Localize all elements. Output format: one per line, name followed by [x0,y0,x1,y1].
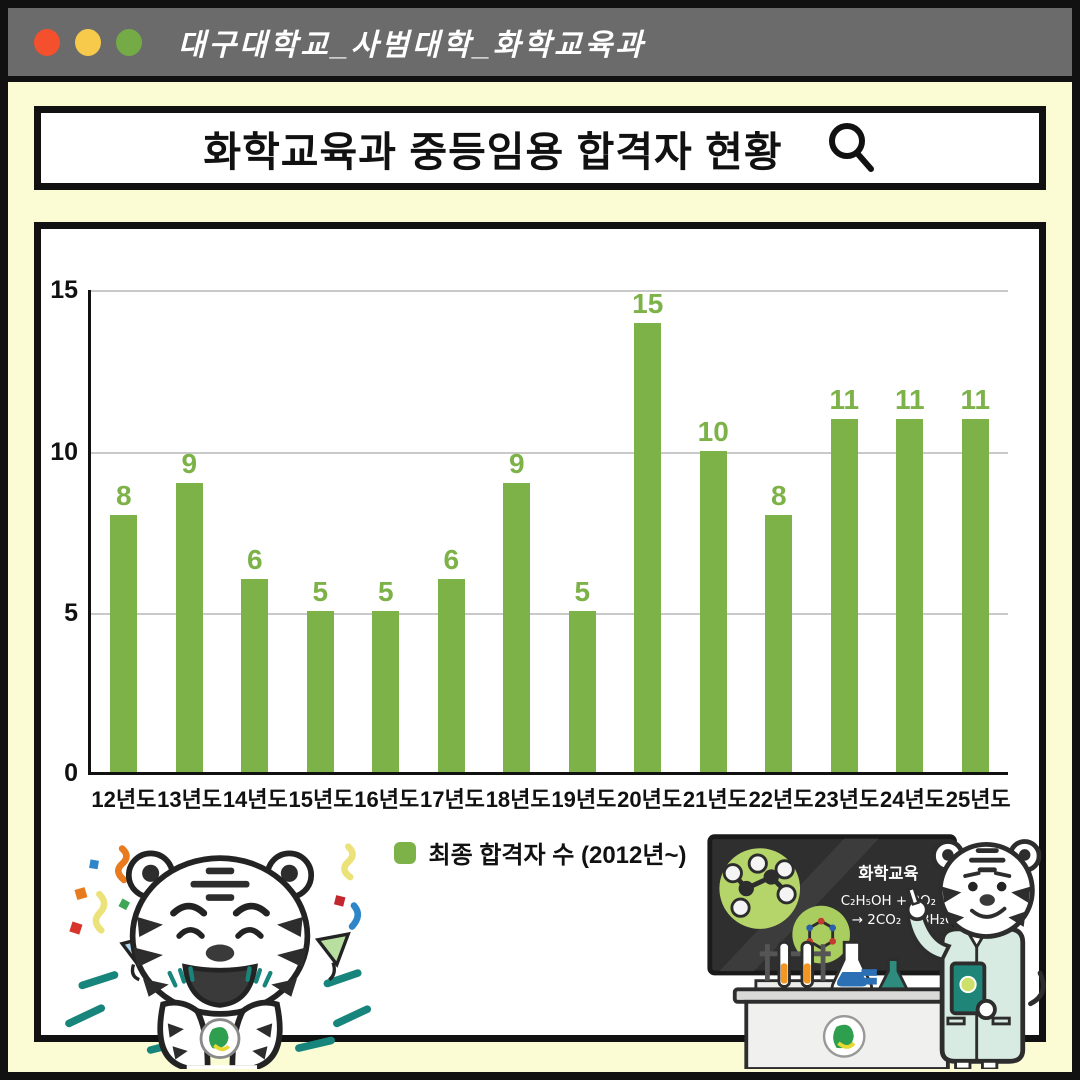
chalkboard-equation-2: → 2CO₂ + 3H₂O [852,913,956,928]
titlebar-text: 대구대학교_사범대학_화학교육과 [178,29,646,62]
bar [110,514,138,772]
bar [830,418,858,772]
page-title: 화학교육과 중등임용 합격자 현황 [203,129,783,175]
minimize-button[interactable] [75,28,101,56]
x-axis: 12년도 13년도 14년도 15년도 16년도 17년도 18년도 19년도 20년도 21년도… [91,782,1011,814]
lab-desk [732,987,963,1069]
bar [961,418,989,772]
bar-value-label: 11 [960,383,991,415]
gridline [91,613,1008,616]
bar-value-label: 11 [829,383,860,415]
y-axis-tick-label: 15 [50,276,78,304]
bar-value-label: 9 [508,447,525,479]
bar-slot: 9 [157,290,223,772]
x-axis-label: 16년도 [354,787,420,812]
page-body: 화학교육과 중등임용 합격자 현황 0 5 10 15 8 9 6 5 5 6 9 5 15 10 8 11… [8,82,1072,1069]
bar-slot: 11 [877,290,943,772]
bar-slot: 8 [746,290,812,772]
search-icon[interactable] [825,120,877,176]
bar-value-label: 6 [443,544,460,576]
bar-slot: 5 [288,290,354,772]
bar-value-label: 6 [246,544,263,576]
tiger-teacher-illustration: 화학교육 C₂H₅OH + 3O₂ → 2CO₂ + 3H₂O [707,834,1046,1069]
bar-value-label: 5 [574,576,591,608]
close-button[interactable] [34,28,60,56]
x-axis-label: 23년도 [814,787,880,812]
x-axis-label: 19년도 [551,787,617,812]
bar-value-label: 11 [894,383,925,415]
bars: 8 9 6 5 5 6 9 5 15 10 8 11 11 11 [91,290,1008,772]
bar-value-label: 9 [181,447,198,479]
y-axis-tick-label: 10 [50,437,78,466]
x-axis-label: 15년도 [288,787,354,812]
bar-slot: 9 [484,290,550,772]
bar-slot: 10 [681,290,747,772]
bar-slot: 5 [550,290,616,772]
legend-label: 최종 합격자 수 (2012년~) [428,842,687,869]
x-axis-label: 17년도 [419,787,485,812]
y-axis-tick-label: 5 [64,599,78,628]
bar [568,611,596,772]
confetti [69,843,362,982]
gridline [91,451,1008,454]
x-axis-label: 13년도 [157,787,223,812]
x-axis-label: 12년도 [91,787,157,812]
bar [372,611,400,772]
bar-value-label: 15 [632,288,664,319]
celebrating-tiger-illustration [65,843,372,1069]
x-axis-label: 22년도 [748,787,814,812]
bar-slot: 8 [91,290,157,772]
bar-slot: 5 [353,290,419,772]
chart-card: 0 5 10 15 8 9 6 5 5 6 9 5 15 10 8 11 11 11 12년도 13년도 14년도 1… [34,222,1046,1069]
bar [437,579,465,772]
bar [634,323,662,772]
bar-slot: 6 [222,290,288,772]
bar [503,482,531,772]
chart-legend: 최종 합격자 수 (2012년~) [41,835,1039,870]
window-titlebar: 대구대학교_사범대학_화학교육과 [8,8,1072,82]
window-controls [34,28,142,56]
x-axis-label: 25년도 [945,787,1011,812]
x-axis-label: 20년도 [617,787,683,812]
bar-slot: 11 [943,290,1009,772]
x-axis-label: 14년도 [222,787,288,812]
bar-value-label: 8 [115,479,132,511]
bar-value-label: 8 [770,479,787,511]
bar-slot: 15 [615,290,681,772]
bar-slot: 6 [419,290,485,772]
bar [896,418,924,772]
bar-value-label: 5 [377,576,394,608]
x-axis-label: 18년도 [485,787,551,812]
bar-value-label: 5 [312,576,329,608]
bar [175,482,203,772]
bar [306,611,334,772]
x-axis-label: 24년도 [880,787,945,812]
search-bar: 화학교육과 중등임용 합격자 현황 [34,106,1046,190]
bar-slot: 11 [812,290,878,772]
tiger-teacher [905,839,1046,1069]
bar-chart-plot-area: 0 5 10 15 8 9 6 5 5 6 9 5 15 10 8 11 11 11 [50,276,1008,787]
x-axis-label: 21년도 [682,787,748,812]
bar [241,579,269,772]
bar-value-label: 10 [697,415,729,447]
bar [699,450,727,772]
gridline [91,290,1008,292]
chalkboard-title: 화학교육 [858,864,918,883]
bar [765,514,793,772]
maximize-button[interactable] [116,28,142,56]
legend-swatch [393,841,416,864]
y-axis-tick-label: 0 [64,759,78,787]
